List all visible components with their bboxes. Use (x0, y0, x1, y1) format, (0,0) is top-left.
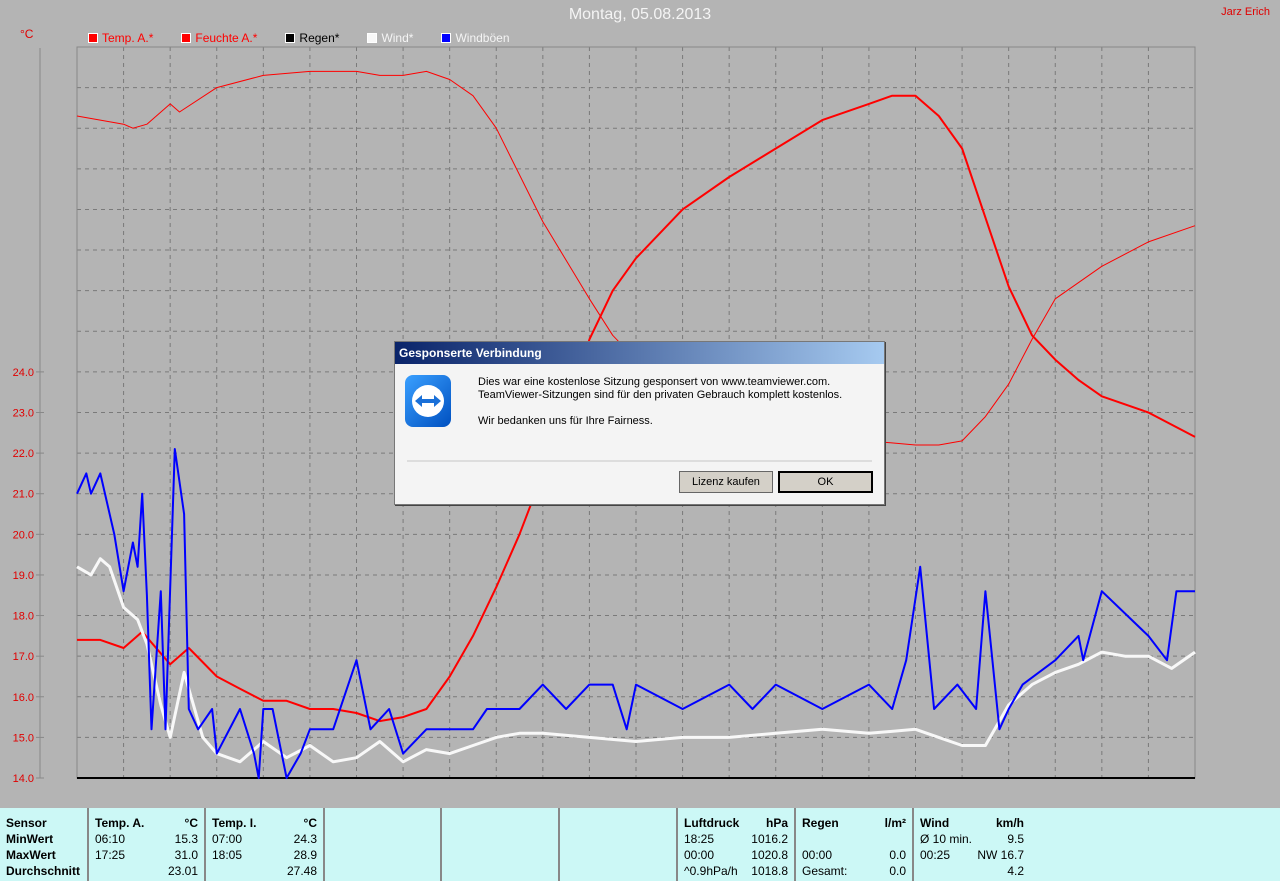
time: 17:25 (95, 848, 126, 862)
y-axis-unit: °C (20, 27, 34, 41)
stats-luftdruck: Luftdruck hPa 18:25 1016.2 00:00 1020.8 ^0.… (678, 808, 796, 881)
y-tick-label: 19.0 (13, 570, 34, 582)
chart-plot: 14.0 15.0 16.0 17.0 18.0 19.0 20.0 21.0 22.0 23.0… (13, 46, 1196, 785)
unit: km/h (995, 816, 1024, 830)
legend-swatch (441, 33, 452, 43)
legend-swatch (181, 33, 192, 43)
dialog-line-1: Dies war eine kostenlose Sitzung gespons… (478, 376, 831, 388)
hdr: Wind (920, 816, 950, 830)
stats-regen: Regen l/m² 00:00 0.0 Gesamt: 0.0 (796, 808, 914, 881)
legend: Temp. A.* Feuchte A.* Regen* Wind* Windböen (88, 31, 538, 45)
value: NW 16.7 (977, 848, 1024, 862)
y-tick-label: 23.0 (13, 408, 34, 420)
buy-license-button[interactable]: Lizenz kaufen (679, 471, 773, 493)
unit: °C (303, 816, 317, 830)
series-line-1 (76, 70, 1196, 446)
value: 4.2 (1007, 864, 1024, 878)
value: 1020.8 (751, 848, 788, 862)
chart-title: Montag, 05.08.2013 (568, 6, 712, 23)
series-line-3 (76, 557, 1196, 764)
sponsored-session-dialog: Gesponserte Verbindung Dies war eine kos… (394, 341, 885, 505)
label-sensor: Sensor (6, 816, 47, 830)
hdr: Temp. I. (212, 816, 257, 830)
hdr: Regen (802, 816, 839, 830)
legend-item: Regen* (285, 31, 339, 45)
teamviewer-logo-icon (405, 375, 451, 427)
value: 0.0 (889, 864, 906, 878)
unit: °C (184, 816, 198, 830)
legend-swatch (285, 33, 296, 43)
time: 00:00 (684, 848, 715, 862)
y-tick-label: 21.0 (13, 489, 34, 501)
legend-swatch (367, 33, 378, 43)
time: 18:05 (212, 848, 243, 862)
legend-item: Windböen (441, 31, 510, 45)
label-max: MaxWert (6, 848, 56, 862)
author-label: Jarz Erich (1221, 6, 1270, 18)
legend-label: Feuchte A.* (195, 31, 258, 45)
legend-label: Regen* (299, 31, 340, 45)
value: 9.5 (1007, 832, 1024, 846)
legend-label: Wind* (381, 31, 414, 45)
y-tick-label: 14.0 (13, 773, 34, 785)
label: Ø 10 min. (920, 832, 973, 846)
legend-swatch (88, 33, 98, 43)
stats-empty (442, 808, 560, 881)
y-tick-label: 22.0 (13, 448, 34, 460)
legend-item: Temp. A.* (88, 31, 153, 45)
y-tick-label: 16.0 (13, 692, 34, 704)
stats-wind: Wind km/h Ø 10 min. 9.5 00:25 NW 16.7 4.2 (914, 808, 1030, 881)
time: 18:25 (684, 832, 715, 846)
value: 1016.2 (751, 832, 788, 846)
stats-empty (325, 808, 442, 881)
y-tick-label: 20.0 (13, 529, 34, 541)
y-tick-label: 17.0 (13, 651, 34, 663)
value: 23.01 (167, 864, 198, 878)
series-line-4 (76, 448, 1195, 779)
legend-label: Windböen (455, 31, 510, 45)
y-tick-label: 15.0 (13, 732, 34, 744)
stats-empty (560, 808, 678, 881)
dialog-line-3: Wir bedanken uns für Ihre Fairness. (478, 415, 653, 427)
ok-button[interactable]: OK (778, 471, 873, 493)
time: 06:10 (95, 832, 126, 846)
dialog-title: Gesponserte Verbindung (395, 342, 884, 364)
y-tick-label: 24.0 (13, 367, 34, 379)
value: 0.0 (889, 848, 906, 862)
divider (407, 460, 872, 462)
time: 07:00 (212, 832, 243, 846)
unit: hPa (765, 816, 788, 830)
dialog-line-2: TeamViewer-Sitzungen sind für den privat… (478, 389, 843, 401)
value: 15.3 (174, 832, 198, 846)
trend: ^0.9hPa/h (684, 864, 738, 878)
label: Gesamt: (802, 864, 848, 878)
stats-labels: Sensor MinWert MaxWert Durchschnitt (0, 808, 89, 881)
time: 00:25 (920, 848, 951, 862)
value: 31.0 (174, 848, 198, 862)
hdr: Luftdruck (684, 816, 740, 830)
stats-temp-i: Temp. I. °C 07:00 24.3 18:05 28.9 27.48 (206, 808, 325, 881)
value: 28.9 (293, 848, 317, 862)
y-tick-label: 18.0 (13, 611, 34, 623)
legend-item: Wind* (367, 31, 413, 45)
legend-item: Feuchte A.* (181, 31, 257, 45)
time: 00:00 (802, 848, 833, 862)
stats-temp-a: Temp. A. °C 06:10 15.3 17:25 31.0 23.01 (89, 808, 206, 881)
unit: l/m² (884, 816, 906, 830)
stats-table: Sensor MinWert MaxWert Durchschnitt Temp… (0, 808, 1280, 881)
value: 24.3 (293, 832, 317, 846)
hdr: Temp. A. (95, 816, 145, 830)
legend-label: Temp. A.* (102, 31, 154, 45)
value: 1018.8 (751, 864, 788, 878)
label-avg: Durchschnitt (6, 864, 81, 878)
value: 27.48 (286, 864, 317, 878)
label-min: MinWert (6, 832, 54, 846)
